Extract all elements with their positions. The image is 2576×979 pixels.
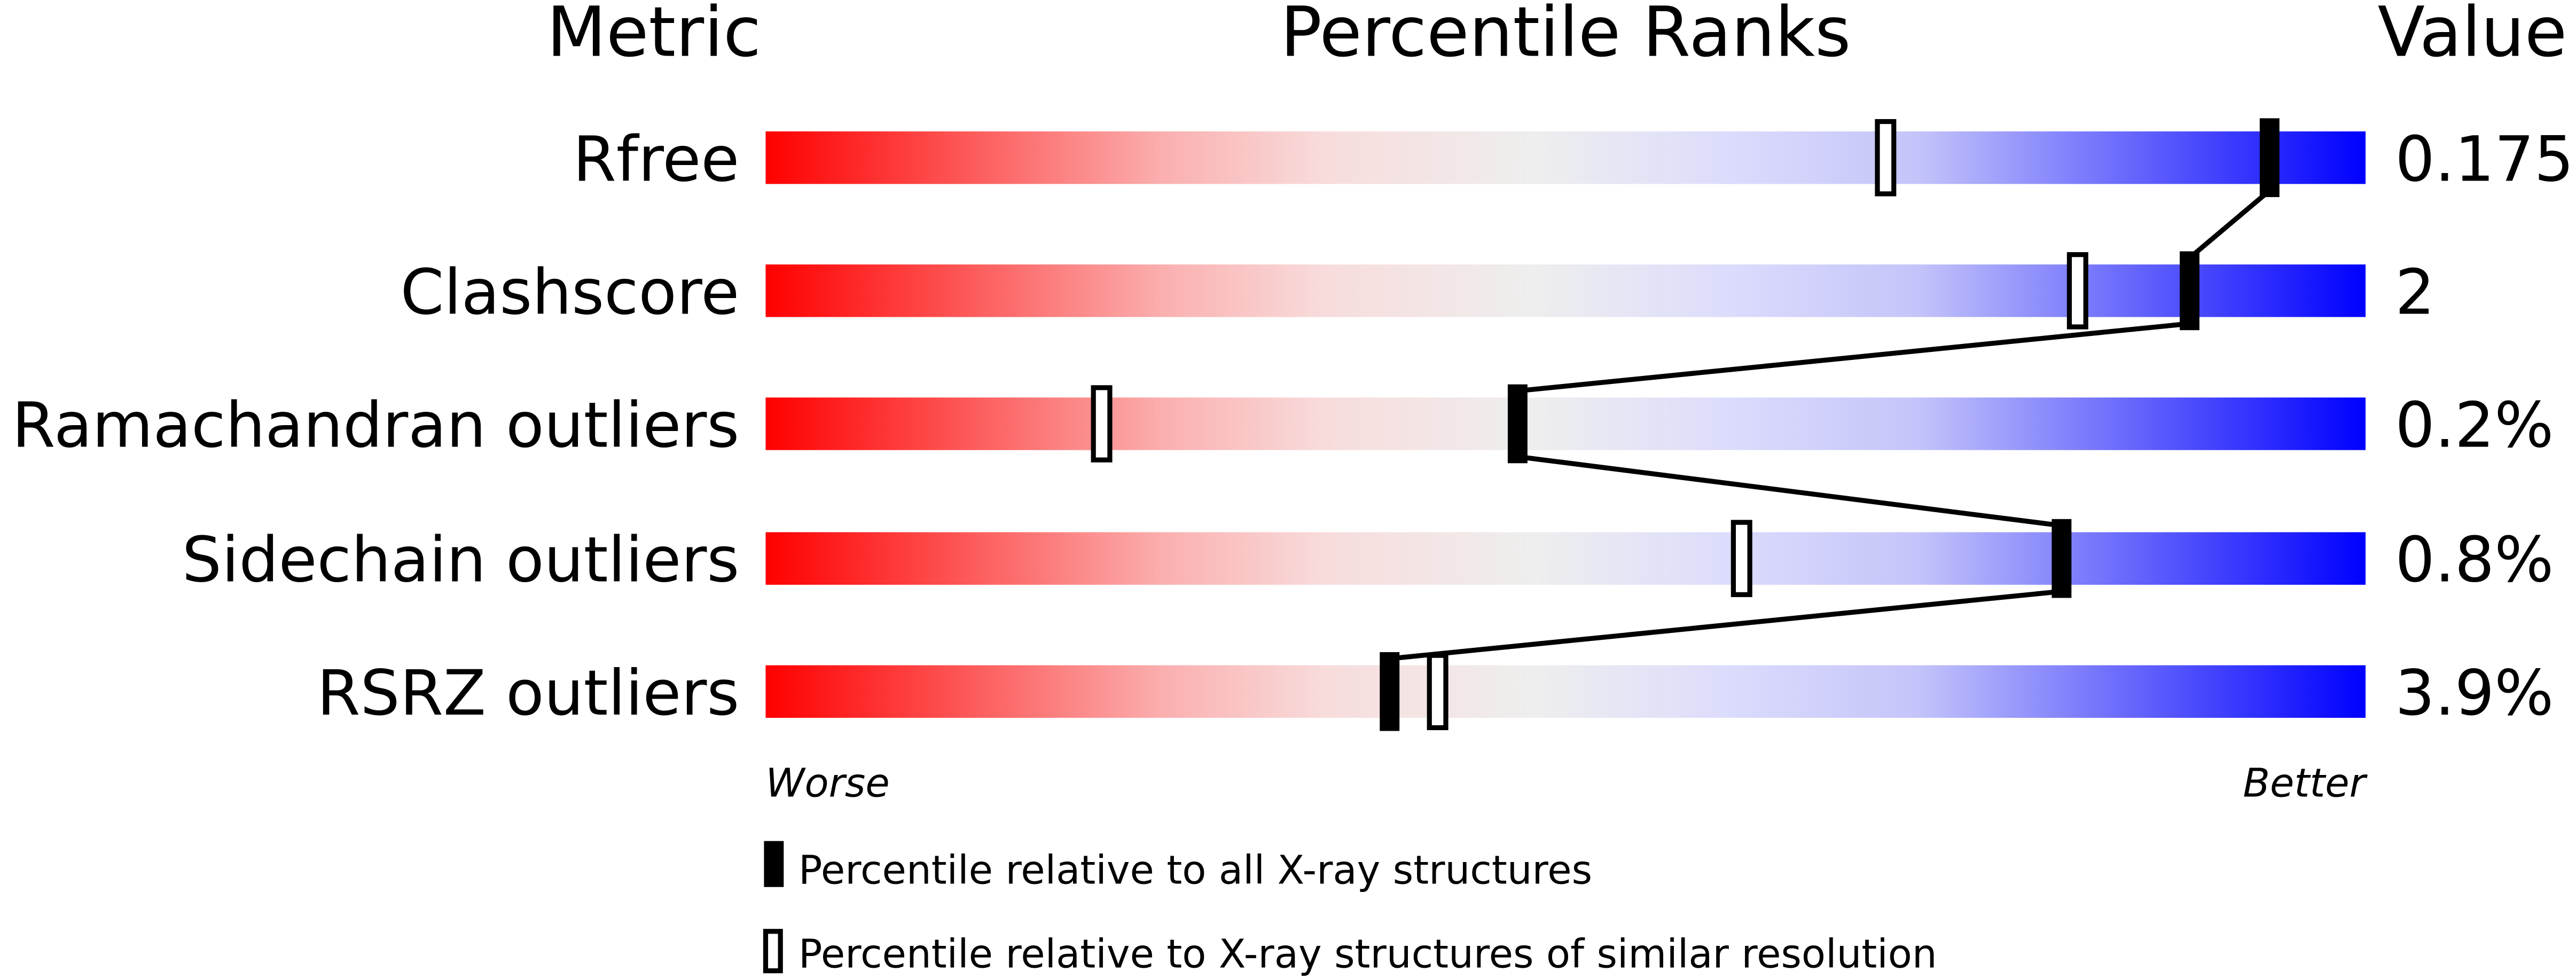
- similar-resolution-marker: [1875, 119, 1897, 197]
- metric-value: 3.9%: [2395, 657, 2554, 730]
- percentile-bar: [765, 264, 2366, 317]
- similar-resolution-marker: [1427, 653, 1448, 731]
- connector-line: [1517, 454, 2062, 528]
- metric-row: Clashscore 2: [401, 251, 2435, 331]
- header-percentile-ranks: Percentile Ranks: [1280, 0, 1851, 73]
- metric-row: RSRZ outliers 3.9%: [317, 652, 2554, 731]
- metric-row: Rfree 0.175: [573, 118, 2574, 198]
- percentile-bar: [765, 665, 2366, 718]
- metric-value: 2: [2395, 256, 2434, 328]
- legend-open-label: Percentile relative to X-ray structures …: [798, 931, 1937, 977]
- worse-label: Worse: [765, 761, 889, 806]
- all-structures-marker: [1380, 652, 1400, 731]
- connector-line: [1517, 321, 2190, 394]
- similar-resolution-marker: [2066, 252, 2088, 330]
- metric-value: 0.8%: [2395, 524, 2554, 597]
- legend-filled-marker: [764, 841, 784, 887]
- metric-row: Ramachandran outliers 0.2%: [12, 384, 2554, 464]
- similar-resolution-marker: [1731, 520, 1752, 597]
- metric-label: Rfree: [573, 123, 740, 195]
- percentile-bar: [765, 131, 2366, 184]
- metric-label: Clashscore: [401, 256, 740, 328]
- better-label: Better: [2243, 761, 2368, 806]
- connector-line: [2188, 189, 2272, 260]
- all-structures-marker: [2259, 118, 2280, 198]
- percentile-bar: [765, 397, 2366, 450]
- all-structures-marker: [2180, 251, 2199, 331]
- all-structures-marker: [2052, 519, 2072, 598]
- legend-filled-label: Percentile relative to all X-ray structu…: [798, 848, 1592, 894]
- metric-value: 0.175: [2395, 123, 2574, 195]
- metric-label: Sidechain outliers: [182, 524, 739, 597]
- metric-value: 0.2%: [2395, 389, 2554, 462]
- header-value: Value: [2378, 0, 2567, 73]
- metric-label: RSRZ outliers: [317, 657, 739, 730]
- legend-open-marker: [763, 929, 783, 974]
- percentile-bar: [765, 532, 2366, 585]
- connector-line: [1389, 589, 2062, 661]
- metric-row: Sidechain outliers 0.8%: [182, 519, 2554, 598]
- similar-resolution-marker: [1091, 385, 1113, 463]
- metric-label: Ramachandran outliers: [12, 389, 739, 462]
- all-structures-marker: [1507, 384, 1528, 464]
- header-metric: Metric: [547, 0, 762, 73]
